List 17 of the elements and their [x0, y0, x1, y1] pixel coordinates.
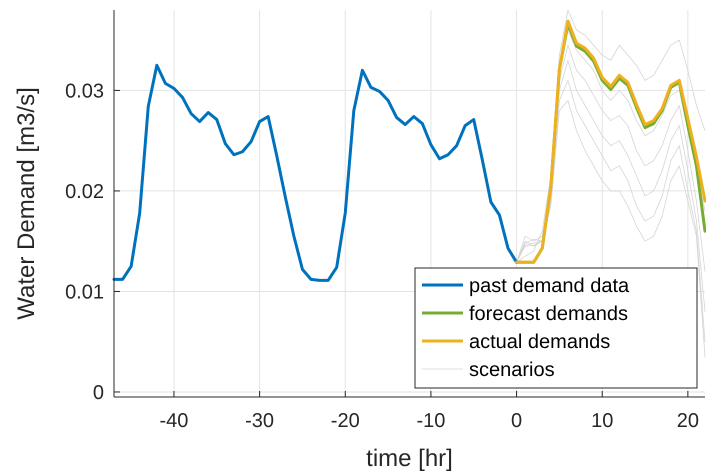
y-tick-label: 0.02: [65, 180, 104, 203]
y-axis-title: Water Demand [m3/s]: [13, 87, 40, 320]
x-tick-label: -40: [160, 410, 188, 432]
y-tick-label: 0.01: [65, 281, 104, 304]
x-tick-label: 0: [511, 410, 522, 432]
legend-label: actual demands: [469, 331, 610, 353]
legend-label: forecast demands: [469, 303, 628, 325]
y-tick-label: 0.03: [65, 80, 104, 102]
x-tick-label: 20: [676, 410, 699, 432]
x-tick-label: -10: [416, 410, 446, 432]
legend-label: past demand data: [469, 275, 630, 297]
x-tick-label: 10: [591, 410, 614, 432]
x-tick-label: -30: [245, 410, 274, 432]
legend-label: scenarios: [469, 359, 555, 381]
x-axis-title: time [hr]: [366, 445, 453, 472]
x-tick-label: -20: [330, 410, 360, 432]
y-tick-label: 0: [92, 382, 104, 404]
